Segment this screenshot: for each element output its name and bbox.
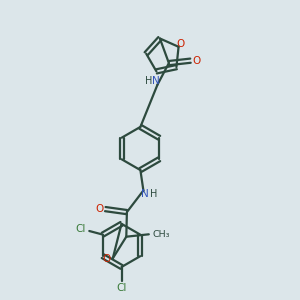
Text: H: H [146, 76, 153, 86]
Text: Cl: Cl [76, 224, 86, 235]
Text: N: N [141, 189, 149, 199]
Text: O: O [192, 56, 201, 66]
Text: O: O [95, 203, 103, 214]
Text: O: O [176, 39, 184, 49]
Text: Cl: Cl [116, 283, 127, 293]
Text: N: N [152, 76, 160, 86]
Text: CH₃: CH₃ [153, 230, 170, 239]
Text: O: O [102, 254, 110, 264]
Text: H: H [150, 189, 157, 199]
